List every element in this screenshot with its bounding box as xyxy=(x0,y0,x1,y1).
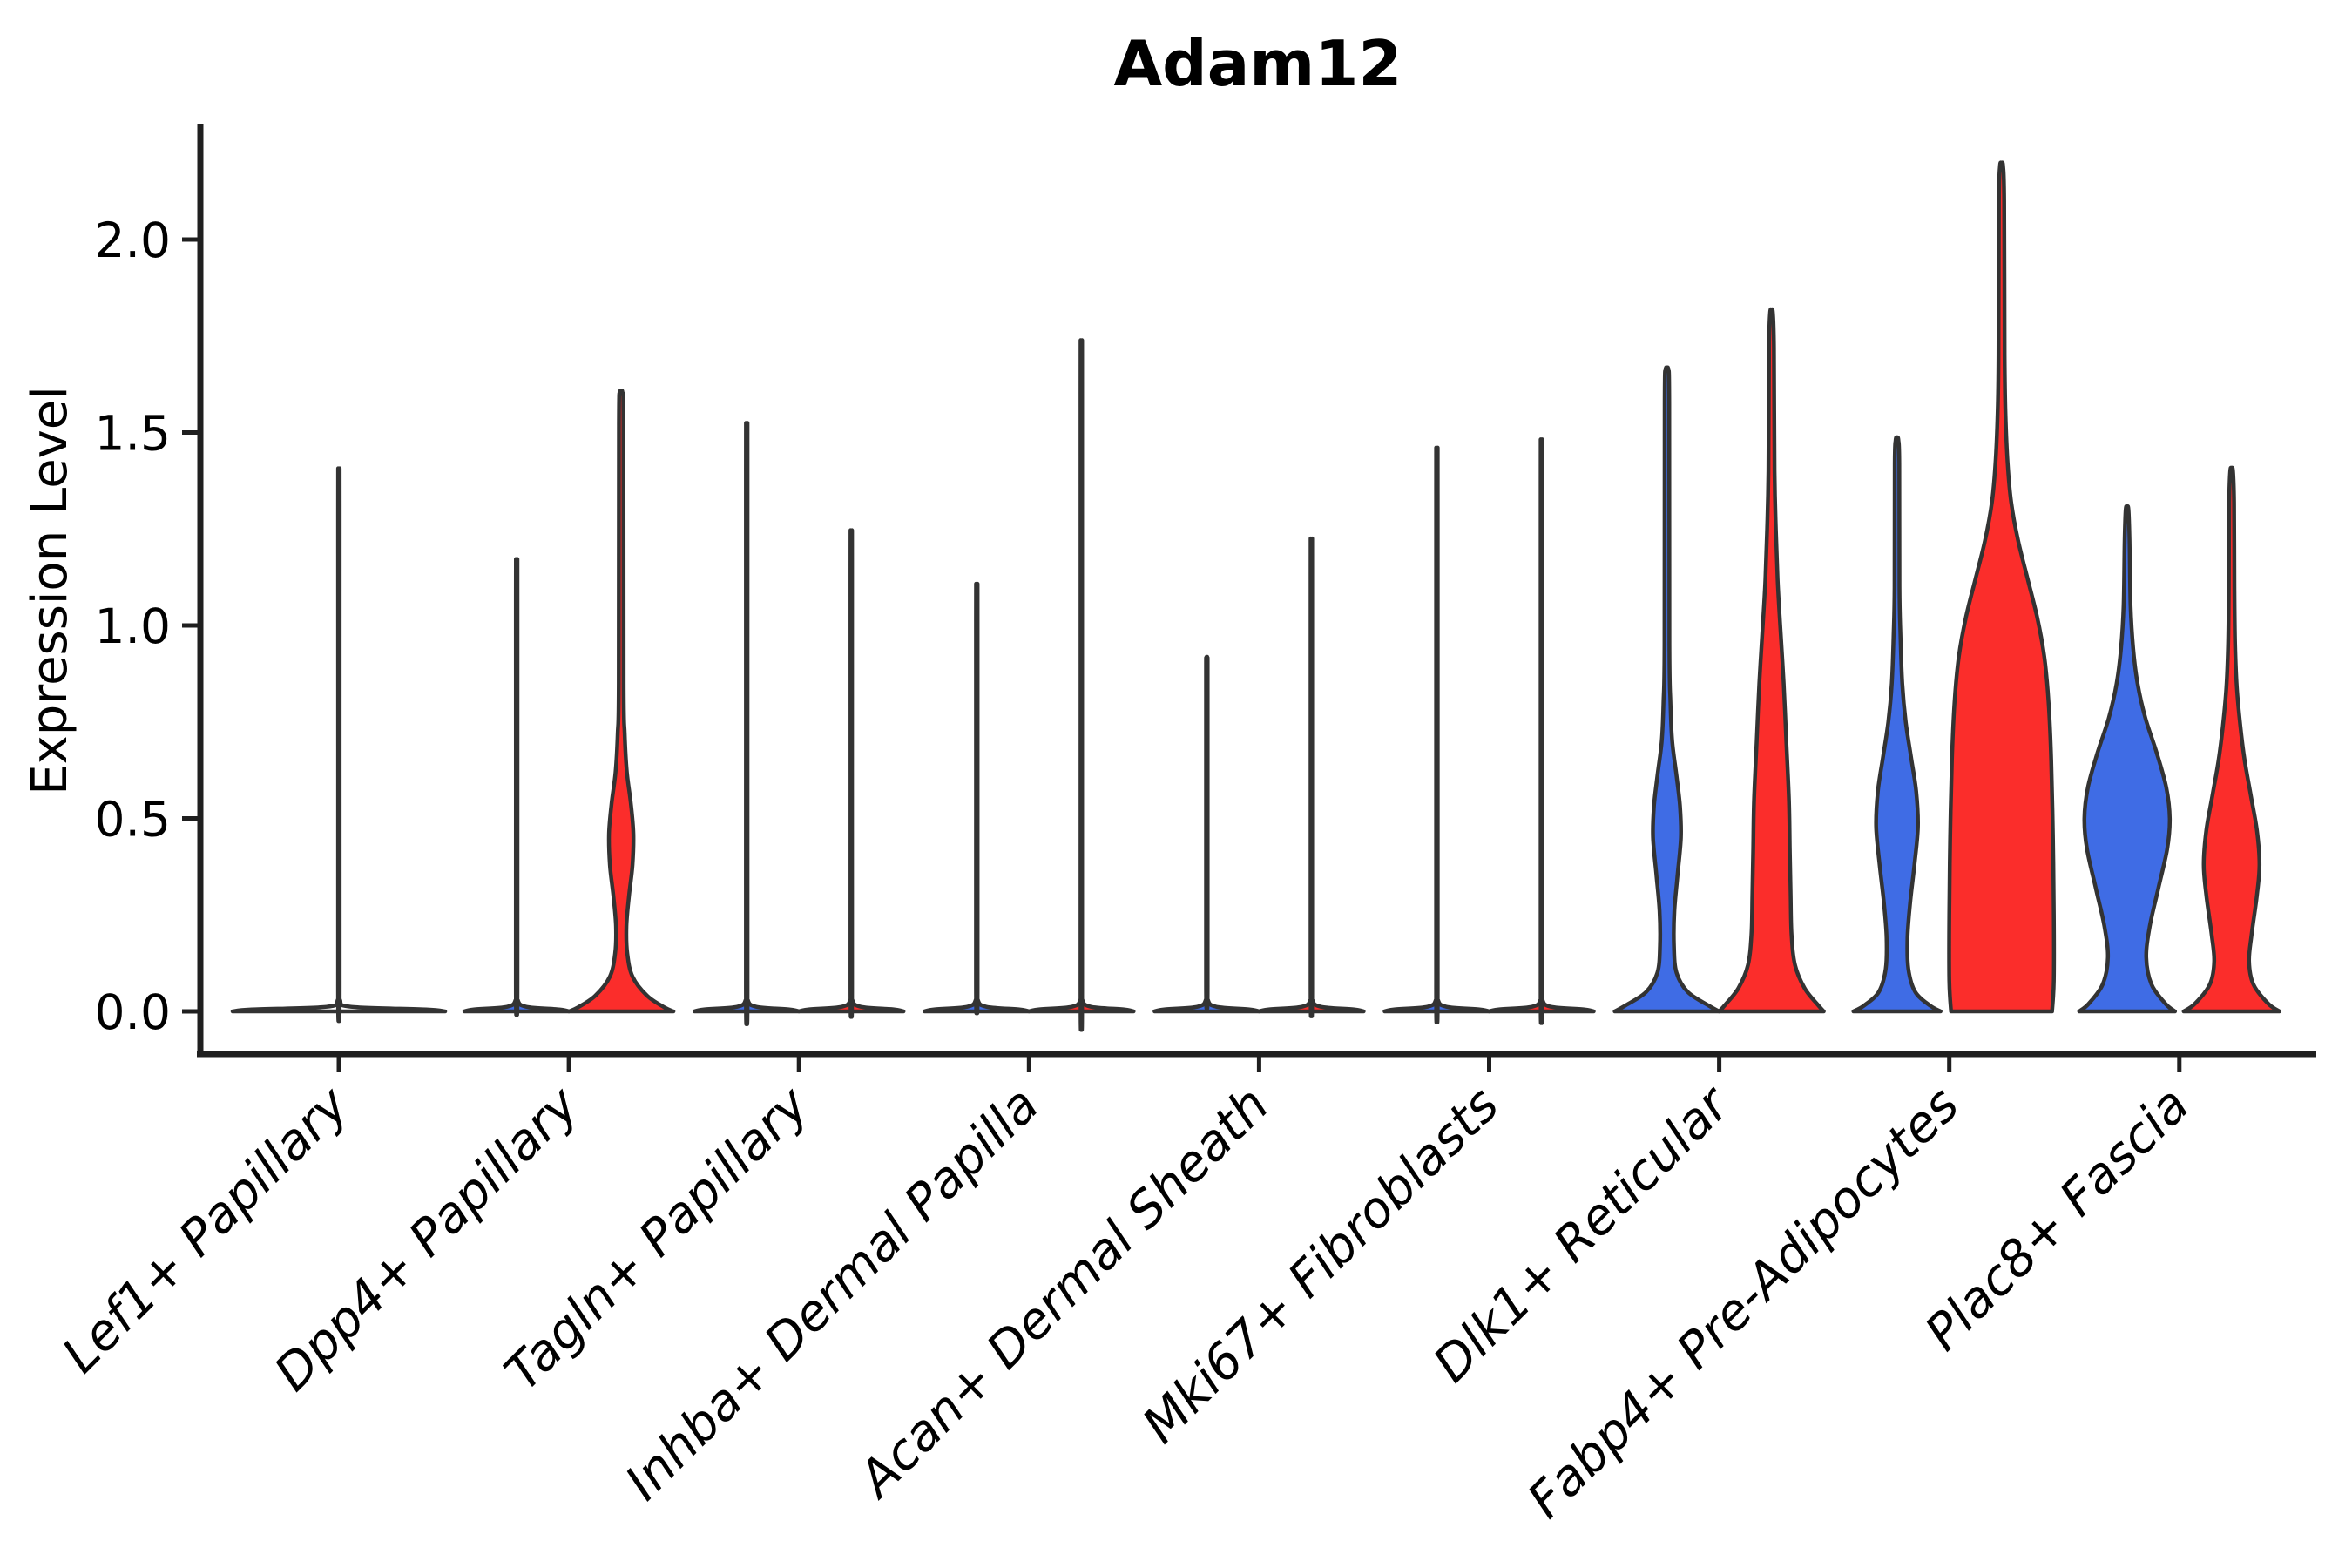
violin-mki67-fibroblasts-blue xyxy=(1382,445,1491,1024)
violin-tagln-papillary-red xyxy=(796,528,906,1019)
violin-lef1-papillary-none xyxy=(230,466,448,1024)
violin-fabp4-pre-adipocytes-red xyxy=(1947,160,2057,1014)
x-tick-label: Fabp4+ Pre-Adipocytes xyxy=(1517,1076,1970,1529)
violin-dlk1-reticular-red xyxy=(1717,307,1826,1014)
violin-plac8-fascia-blue xyxy=(2077,504,2178,1014)
y-tick-label: 1.0 xyxy=(95,598,171,654)
violin-acan-dermal-sheath-blue xyxy=(1152,654,1261,1014)
violin-fabp4-pre-adipocytes-blue xyxy=(1851,435,1943,1014)
violin-dpp4-papillary-red xyxy=(566,389,676,1014)
x-tick-label: Inhba+ Dermal Papilla xyxy=(614,1076,1050,1511)
violin-dlk1-reticular-blue xyxy=(1612,365,1721,1014)
violin-acan-dermal-sheath-red xyxy=(1257,537,1366,1018)
y-tick-label: 0.0 xyxy=(95,984,171,1040)
violin-dpp4-papillary-blue xyxy=(462,557,571,1017)
y-axis-label: Expression Level xyxy=(22,386,78,795)
violin-inhba-dermal-papilla-blue xyxy=(923,582,1031,1016)
violin-plac8-fascia-red xyxy=(2181,465,2282,1014)
x-tick-label: Acan+ Dermal Sheath xyxy=(846,1076,1280,1510)
axes-layer xyxy=(197,124,2316,1058)
violin-inhba-dermal-papilla-red xyxy=(1027,338,1136,1032)
violins-layer xyxy=(230,160,2282,1032)
violin-tagln-papillary-blue xyxy=(692,421,801,1026)
y-tick-label: 1.5 xyxy=(95,405,171,461)
y-tick-label: 2.0 xyxy=(95,213,171,268)
violin-mki67-fibroblasts-red xyxy=(1487,437,1596,1025)
y-tick-label: 0.5 xyxy=(95,791,171,847)
chart-title: Adam12 xyxy=(1113,27,1402,100)
